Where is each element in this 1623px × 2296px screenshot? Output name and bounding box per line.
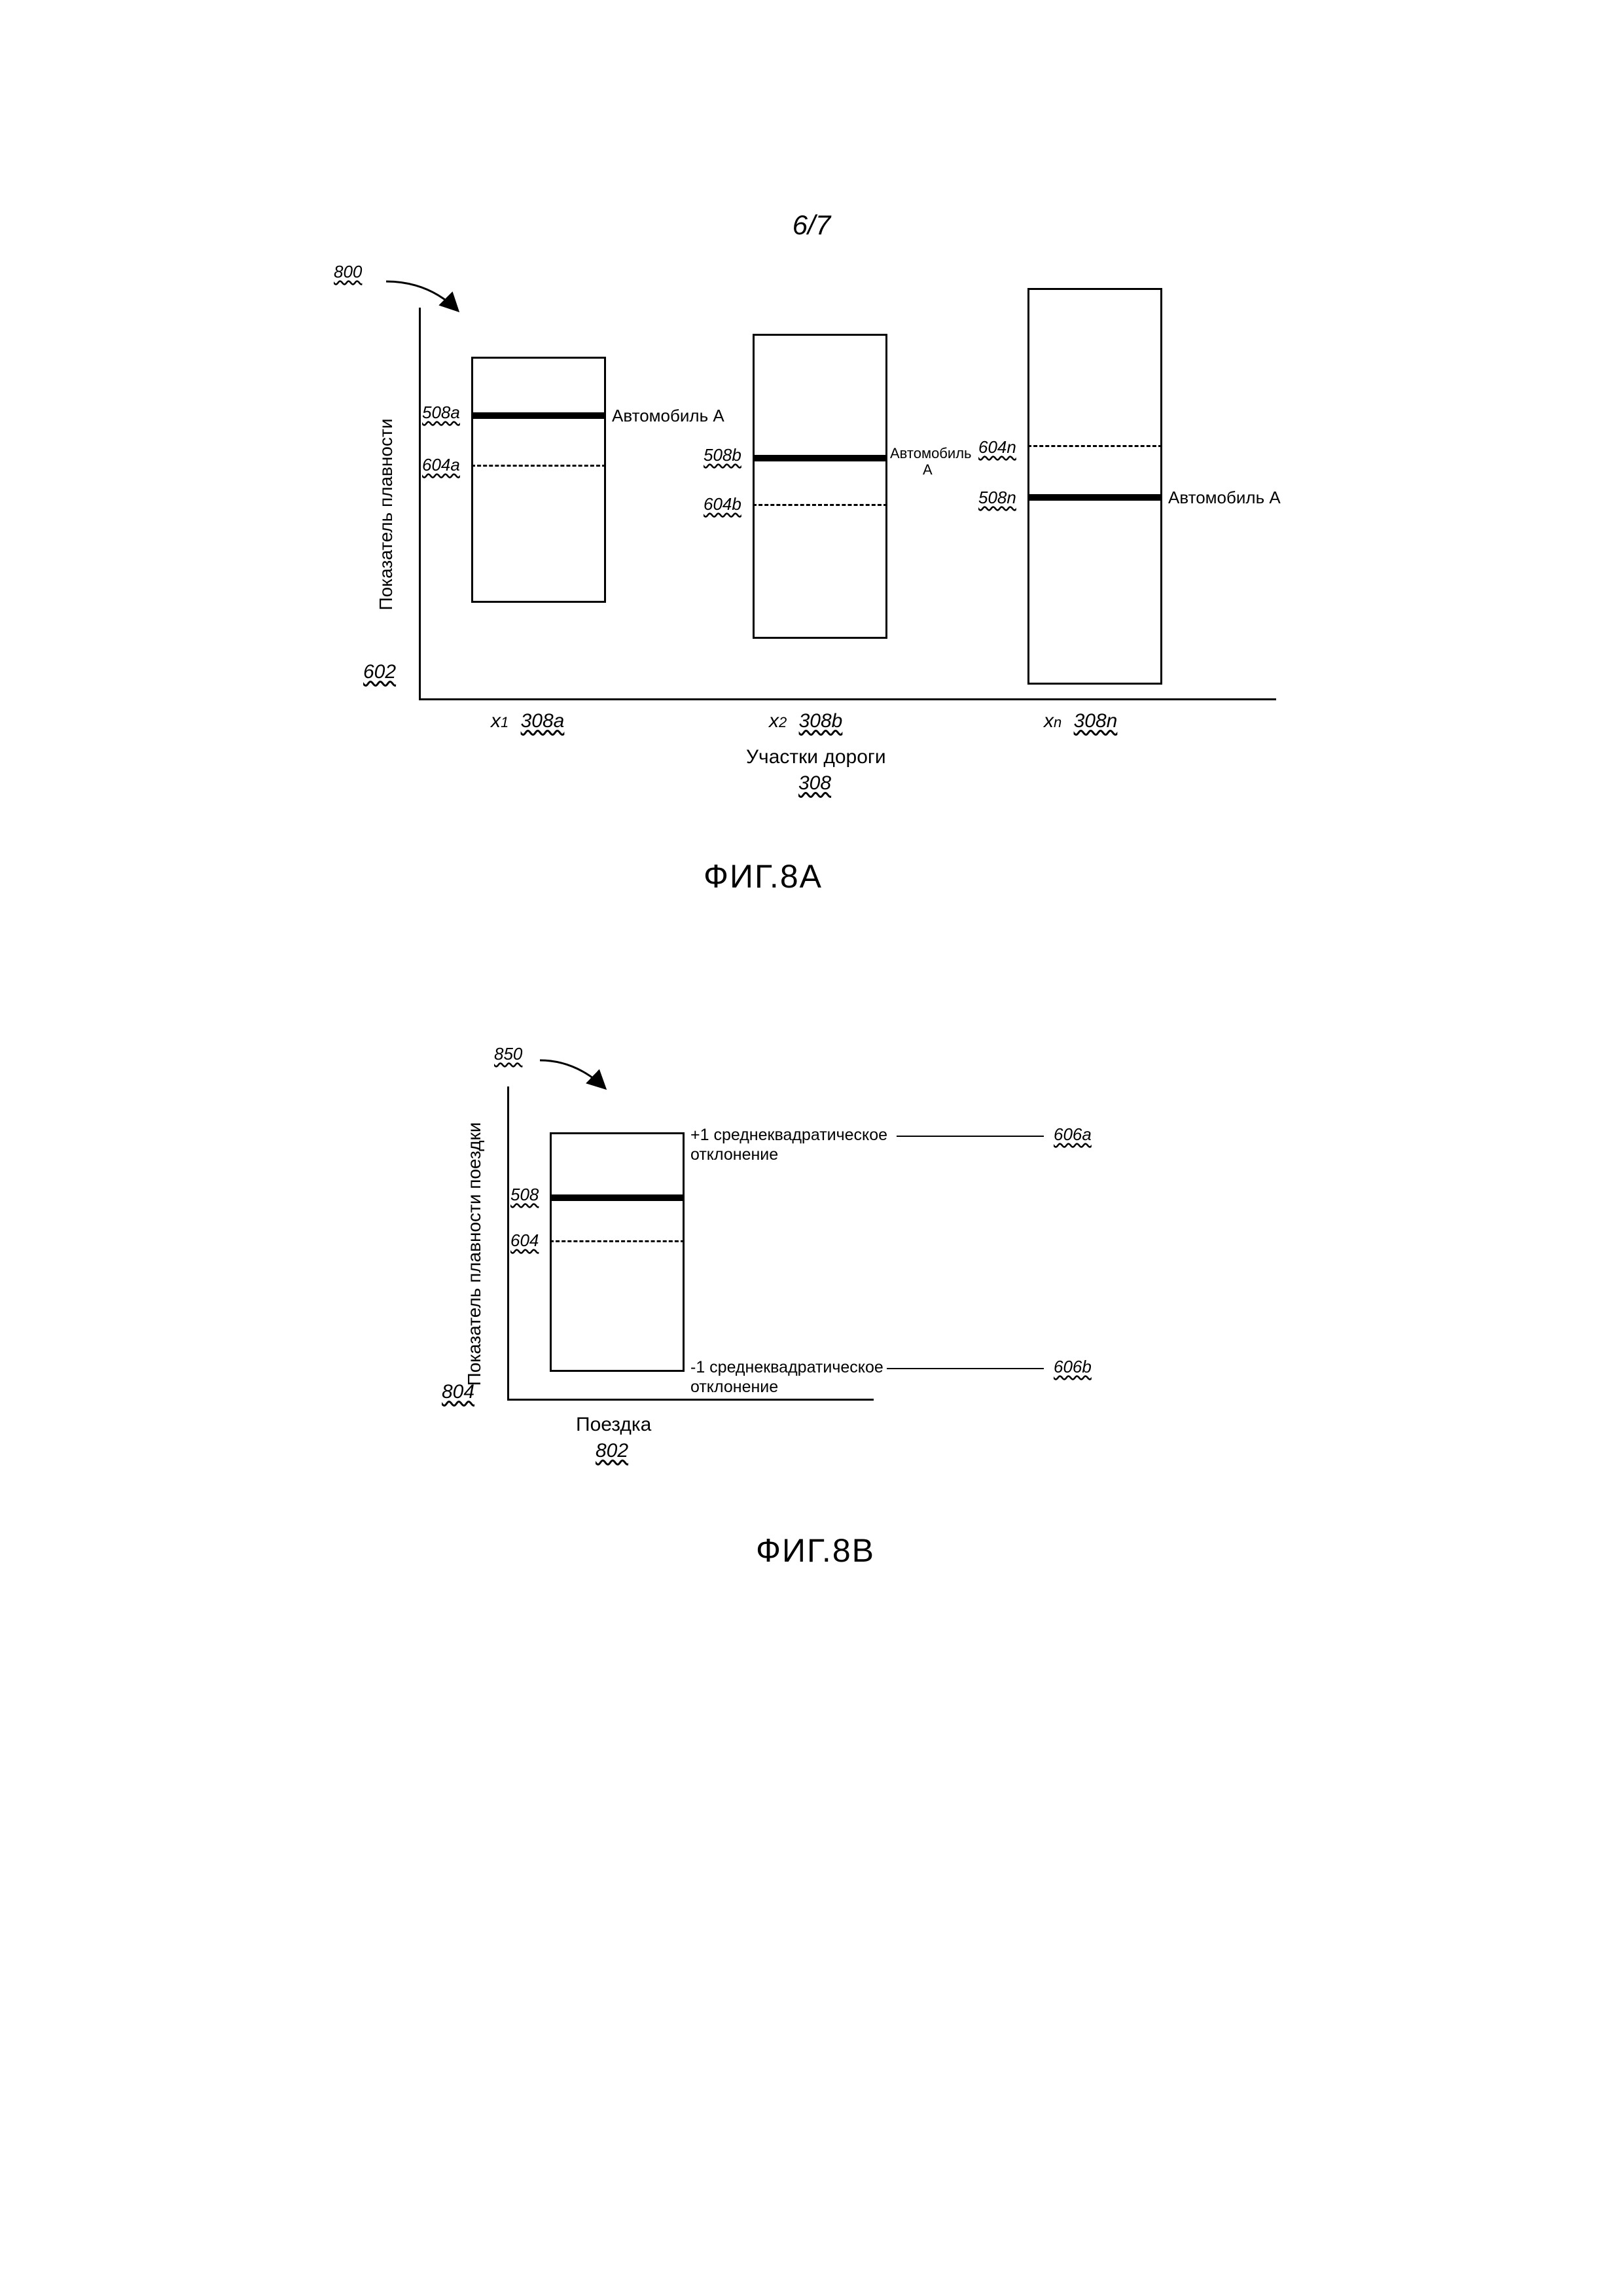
leader-line-top (897, 1136, 1044, 1137)
dash-line-604a (471, 465, 606, 467)
car-label-1: Автомобиль A (612, 406, 724, 426)
ref-606b: 606b (1054, 1357, 1092, 1377)
x-axis (507, 1399, 874, 1401)
solid-line-508b (753, 455, 887, 461)
x-tick-n: xn 308n (1044, 710, 1117, 732)
x-axis-label: Участки дороги (746, 746, 886, 768)
boxplot (550, 1132, 685, 1372)
plus1-std-label: +1 среднеквадратическое (690, 1126, 887, 1145)
ref-606a: 606a (1054, 1124, 1092, 1145)
solid-line-508 (550, 1194, 685, 1201)
boxplot-1 (471, 357, 606, 603)
figure-8a-title: ФИГ.8A (704, 857, 823, 895)
figure-8b: 850 Показатель плавности поездки 804 508… (429, 1080, 1253, 1486)
y-axis (419, 308, 421, 700)
figure-ref-800: 800 (334, 262, 362, 282)
x-tick-1: x1 308a (491, 710, 564, 732)
page-number: 6/7 (793, 209, 830, 241)
solid-line-508n (1027, 494, 1162, 501)
ref-508n: 508n (978, 488, 1016, 508)
dash-line-604b (753, 504, 887, 506)
ref-508: 508 (510, 1185, 539, 1205)
x-axis-ref-308: 308 (798, 772, 831, 795)
ref-604: 604 (510, 1230, 539, 1251)
x-tick-2: x2 308b (769, 710, 842, 732)
ref-604a: 604a (422, 455, 460, 475)
x-axis (419, 698, 1276, 700)
ref-604n: 604n (978, 437, 1016, 457)
figure-8b-title: ФИГ.8B (756, 1532, 875, 1570)
boxplot-n (1027, 288, 1162, 685)
dash-line-604n (1027, 445, 1162, 447)
plus1-std-label2: отклонение (690, 1145, 778, 1164)
figure-8a: 800 Показатель плавности 602 508a 604a А… (340, 308, 1276, 779)
y-axis-ref-804: 804 (442, 1381, 474, 1403)
leader-line-bot (887, 1368, 1044, 1369)
car-label-2: Автомобиль (890, 445, 972, 462)
figure-ref-arrow (376, 278, 474, 324)
y-axis-label: Показатель плавности поездки (464, 1122, 485, 1386)
solid-line-508a (471, 412, 606, 419)
figure-ref-arrow (530, 1057, 622, 1100)
y-axis-label: Показатель плавности (376, 419, 397, 611)
x-axis-label: Поездка (576, 1414, 651, 1436)
car-label-n: Автомобиль A (1168, 488, 1281, 508)
y-axis-ref-602: 602 (363, 661, 396, 683)
ref-508a: 508a (422, 403, 460, 423)
minus1-std-label: -1 среднеквадратическое (690, 1358, 883, 1377)
car-label-2b: A (923, 461, 933, 478)
figure-ref-850: 850 (494, 1044, 522, 1064)
minus1-std-label2: отклонение (690, 1378, 778, 1397)
y-axis (507, 1086, 509, 1401)
ref-508b: 508b (704, 445, 741, 465)
boxplot-2 (753, 334, 887, 639)
ref-604b: 604b (704, 494, 741, 514)
x-axis-ref-802: 802 (596, 1440, 628, 1462)
dash-line-604 (550, 1240, 685, 1242)
